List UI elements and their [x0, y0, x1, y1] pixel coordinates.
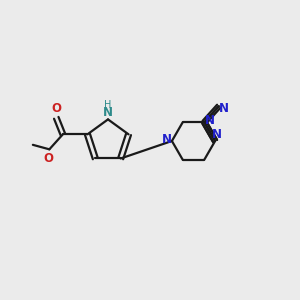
Text: N: N	[103, 106, 113, 118]
Text: N: N	[219, 102, 229, 115]
Text: N: N	[205, 114, 215, 127]
Text: N: N	[161, 133, 172, 146]
Text: O: O	[44, 152, 53, 165]
Text: O: O	[51, 102, 61, 116]
Text: H: H	[104, 100, 111, 110]
Text: N: N	[212, 128, 222, 142]
